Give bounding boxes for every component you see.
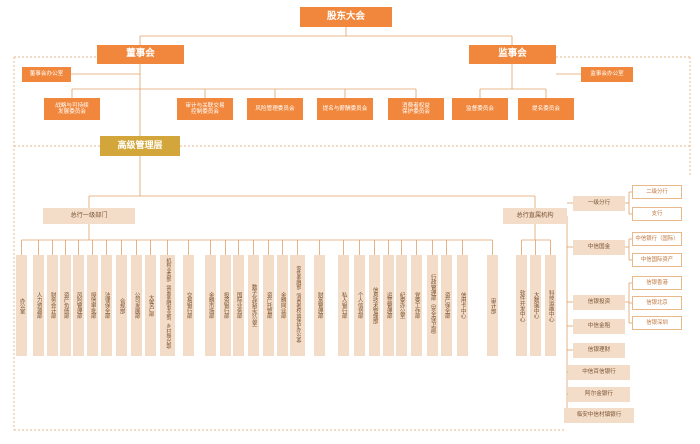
- subsidiary-linan-village-bank[interactable]: 临安中信村镇银行: [564, 408, 634, 423]
- subsidiary-citic-leasing[interactable]: 中信金租: [573, 319, 625, 334]
- department-17[interactable]: 资产托管部: [263, 255, 274, 356]
- subsidiary-xinyin-investment[interactable]: 信银投资: [573, 295, 625, 310]
- department-4[interactable]: 资产负债部: [60, 255, 71, 356]
- department-27[interactable]: 行政管理部（安全保卫部）: [427, 255, 438, 356]
- department-16[interactable]: 数字化转型办公室: [248, 255, 259, 356]
- board-of-directors[interactable]: 董事会: [97, 45, 184, 64]
- supervisor-office[interactable]: 监事会办公室: [581, 67, 633, 82]
- subsidiary-xinyin-wealth[interactable]: 信银理财: [573, 343, 625, 358]
- department-20[interactable]: 财富管理部: [314, 255, 325, 356]
- department-19[interactable]: 零售金融部（消费者权益保护办公室）: [290, 255, 305, 356]
- department-3[interactable]: 财务会计部: [47, 255, 58, 356]
- supervisor-nomination-committee[interactable]: 提名委员会: [518, 98, 574, 120]
- senior-management[interactable]: 高级管理层: [100, 136, 180, 156]
- sub-branch[interactable]: 支行: [632, 207, 682, 221]
- department-21[interactable]: 私人银行部: [338, 255, 349, 356]
- affiliated-3[interactable]: 科技运维中心: [545, 255, 556, 356]
- affiliated-2[interactable]: 大数据中心: [530, 255, 541, 356]
- department-22[interactable]: 个人信贷部: [354, 255, 365, 356]
- department-1[interactable]: 办公室: [16, 255, 27, 356]
- department-10[interactable]: 大客户部: [145, 255, 156, 356]
- department-24[interactable]: 运营管理部: [383, 255, 394, 356]
- department-2[interactable]: 人力资源部: [33, 255, 44, 356]
- subsidiary-child-citic-bank-intl[interactable]: 中信银行（国际）: [632, 232, 682, 246]
- shareholders-meeting[interactable]: 股东大会: [300, 7, 392, 27]
- audit-committee[interactable]: 审计与关联交易 控制委员会: [177, 98, 233, 120]
- department-9[interactable]: 公司发展部: [131, 255, 142, 356]
- affiliated-institutions-label[interactable]: 总行直属机构: [503, 208, 567, 224]
- department-13[interactable]: 金融市场部: [205, 255, 216, 356]
- department-23[interactable]: 信息技术管理部: [369, 255, 380, 356]
- risk-committee[interactable]: 风险管理委员会: [247, 98, 303, 120]
- department-29[interactable]: 信用卡中心: [457, 255, 468, 356]
- level1-departments-label[interactable]: 总行一级部门: [43, 208, 135, 224]
- subsidiary-aibank[interactable]: 中信百信银行: [568, 365, 630, 380]
- subsidiary-child-xinyin-shenzhen[interactable]: 信银深圳: [632, 316, 682, 330]
- department-30[interactable]: 审计部: [487, 255, 498, 356]
- department-11[interactable]: 机构业务部（普惠金融事业部、乡村振兴部）: [160, 255, 175, 356]
- department-15[interactable]: 国际业务部: [233, 255, 244, 356]
- subsidiary-child-citic-intl-assets[interactable]: 中信国际资产: [632, 253, 682, 267]
- department-25[interactable]: 纪委办公室: [396, 255, 407, 356]
- department-26[interactable]: 党委工作部: [411, 255, 422, 356]
- strategy-committee[interactable]: 战略与可持续 发展委员会: [44, 98, 100, 120]
- department-7[interactable]: 法律保全部: [101, 255, 112, 356]
- subsidiary-child-xinyin-hk[interactable]: 信银香港: [632, 276, 682, 290]
- department-5[interactable]: 风险管理部: [73, 255, 84, 356]
- department-18[interactable]: 金融同业部: [277, 255, 288, 356]
- tier1-branch[interactable]: 一级分行: [573, 196, 625, 211]
- board-office[interactable]: 董事会办公室: [22, 67, 71, 82]
- department-12[interactable]: 交易银行部: [183, 255, 194, 356]
- tier2-branch[interactable]: 二级分行: [632, 185, 682, 199]
- board-of-supervisors[interactable]: 监事会: [469, 45, 556, 64]
- subsidiary-child-xinyin-beijing[interactable]: 信银北京: [632, 296, 682, 310]
- department-6[interactable]: 授信审批部: [87, 255, 98, 356]
- nomination-remuneration-committee[interactable]: 提名与薪酬委员会: [317, 98, 373, 120]
- subsidiary-citic-intl-fin[interactable]: 中信国金: [573, 240, 625, 255]
- affiliated-1[interactable]: 软件开发中心: [516, 255, 527, 356]
- department-14[interactable]: 投资银行部: [220, 255, 231, 356]
- subsidiary-altyn-bank[interactable]: 阿尔金银行: [568, 387, 630, 402]
- department-28[interactable]: 资产保全部: [441, 255, 452, 356]
- supervision-committee[interactable]: 监督委员会: [452, 98, 508, 120]
- department-8[interactable]: 合规部: [116, 255, 127, 356]
- consumer-protection-committee[interactable]: 消费者权益 保护委员会: [388, 98, 444, 120]
